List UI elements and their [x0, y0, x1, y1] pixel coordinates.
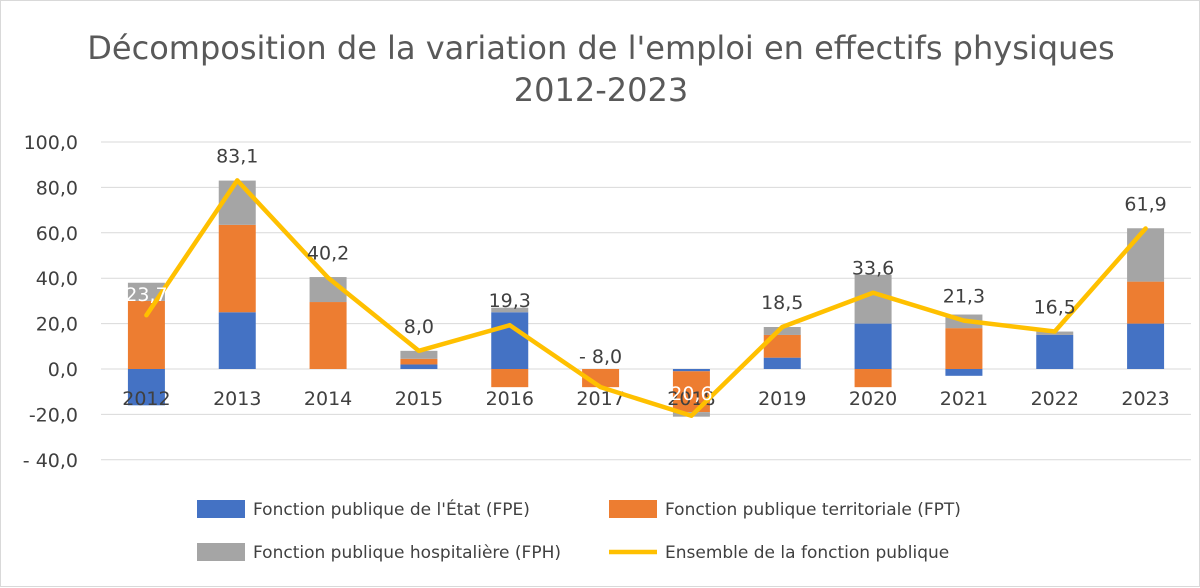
- data-label: 21,3: [943, 286, 985, 308]
- bar-fpe: [672, 369, 710, 372]
- bar-fpt: [218, 224, 256, 313]
- x-tick-label: 2017: [576, 388, 624, 410]
- legend: Fonction publique de l'État (FPE) Fonctio…: [197, 498, 961, 563]
- chart-subtitle: 2012-2023: [514, 71, 688, 109]
- bar-fpe: [1036, 334, 1074, 369]
- total-line: [144, 178, 1148, 419]
- data-label: 19,3: [489, 290, 531, 312]
- bar-fpe: [1127, 323, 1165, 369]
- bar-fpt: [400, 358, 438, 365]
- bar-fph: [1127, 228, 1165, 282]
- y-tick-label: 80,0: [36, 177, 78, 199]
- y-tick-label: 40,0: [36, 268, 78, 290]
- x-tick-label: 2022: [1031, 388, 1079, 410]
- legend-label: Ensemble de la fonction publique: [665, 543, 949, 563]
- bar-fpe: [400, 364, 438, 369]
- legend-label: Fonction publique hospitalière (FPH): [253, 543, 561, 563]
- data-label: 20,6: [670, 383, 712, 405]
- y-tick-label: 60,0: [36, 223, 78, 245]
- data-label: 83,1: [216, 145, 258, 167]
- bar-fph: [218, 180, 256, 225]
- bar-fpt: [127, 300, 165, 369]
- bar-series: [127, 180, 1165, 417]
- bar-fpt: [945, 328, 983, 369]
- legend-label: Fonction publique territoriale (FPT): [665, 500, 961, 520]
- bar-fph: [127, 282, 165, 301]
- bar-fpe: [763, 357, 801, 369]
- x-tick-label: 2015: [395, 388, 443, 410]
- bar-fpt: [309, 302, 347, 369]
- bar-fpt: [854, 369, 892, 388]
- y-axis-ticks: 100,0 80,0 60,0 40,0 20,0 0,0 -20,0 - 40,0: [23, 132, 78, 472]
- chart-title: Décomposition de la variation de l'emplo…: [87, 29, 1114, 67]
- bar-fpt: [491, 369, 529, 388]
- x-tick-label: 2014: [304, 388, 352, 410]
- x-tick-label: 2019: [758, 388, 806, 410]
- data-label: 18,5: [761, 292, 803, 314]
- legend-label: Fonction publique de l'État (FPE): [253, 498, 530, 520]
- bar-fph: [491, 307, 529, 313]
- x-tick-label: 2021: [940, 388, 988, 410]
- x-tick-label: 2013: [213, 388, 261, 410]
- bar-fpe: [218, 312, 256, 369]
- bar-fph: [400, 350, 438, 359]
- x-axis-ticks: 2012 2013 2014 2015 2016 2017 2018 2019 2020 2021…: [122, 388, 1170, 410]
- x-tick-label: 2020: [849, 388, 897, 410]
- bar-fpe: [127, 369, 165, 406]
- bar-fph: [763, 327, 801, 335]
- bar-fpe: [945, 369, 983, 376]
- bar-fpe: [854, 323, 892, 369]
- legend-swatch-fph: [197, 543, 245, 561]
- legend-swatch-fpe: [197, 500, 245, 518]
- y-tick-label: - 40,0: [23, 450, 78, 472]
- data-label: 16,5: [1034, 297, 1076, 319]
- y-tick-label: 20,0: [36, 314, 78, 336]
- data-label: 40,2: [307, 243, 349, 265]
- legend-swatch-fpt: [609, 500, 657, 518]
- data-label: 61,9: [1124, 193, 1166, 215]
- x-tick-label: 2016: [486, 388, 534, 410]
- x-tick-label: 2023: [1121, 388, 1169, 410]
- grid-lines: [101, 141, 1191, 461]
- bar-fpe: [491, 312, 529, 369]
- data-labels: 23,7 83,1 40,2 8,0 19,3 - 8,0 20,6 18,5 33,6 21,3…: [125, 145, 1166, 405]
- line-series: [144, 178, 1148, 419]
- data-label: 23,7: [125, 284, 167, 306]
- data-label: 8,0: [404, 316, 434, 338]
- x-tick-label: 2012: [122, 388, 170, 410]
- data-label: - 8,0: [579, 346, 622, 368]
- data-label: 33,6: [852, 258, 894, 280]
- y-tick-label: 100,0: [24, 132, 78, 154]
- bar-fpt: [763, 334, 801, 358]
- y-tick-label: 0,0: [48, 359, 78, 381]
- y-tick-label: -20,0: [29, 404, 78, 426]
- bar-fpt: [1127, 281, 1165, 324]
